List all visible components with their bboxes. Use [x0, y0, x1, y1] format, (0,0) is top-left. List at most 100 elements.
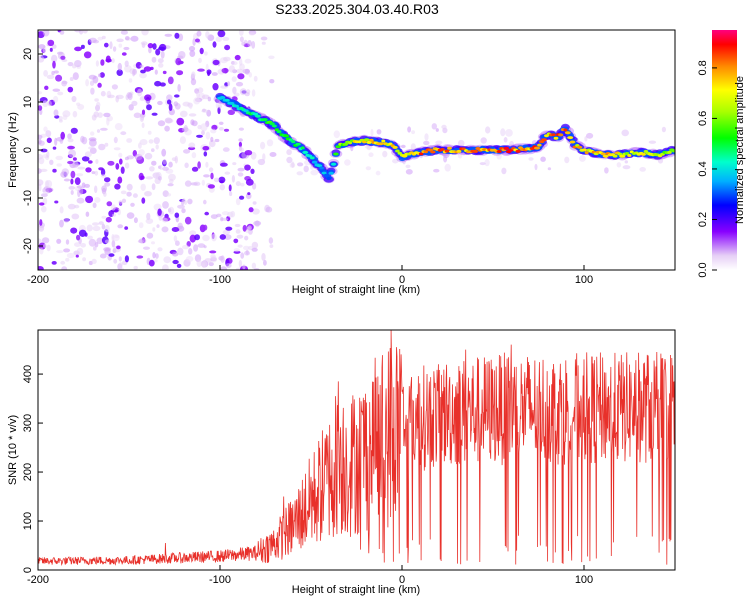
noise-speck: [90, 87, 95, 95]
noise-speck: [423, 140, 430, 146]
noise-speck: [70, 170, 76, 179]
noise-speck: [547, 167, 552, 171]
noise-speck: [67, 133, 72, 140]
ridge-blob: [395, 149, 400, 153]
noise-speck: [441, 124, 447, 130]
noise-speck: [98, 167, 104, 171]
noise-speck: [248, 72, 252, 78]
noise-speck: [198, 57, 202, 64]
ridge-blob: [378, 142, 384, 146]
noise-speck: [116, 69, 123, 76]
noise-speck: [130, 35, 139, 42]
noise-speck: [97, 112, 103, 118]
noise-speck: [148, 46, 152, 54]
noise-speck: [203, 174, 210, 178]
noise-speck: [236, 68, 244, 74]
noise-speck: [84, 151, 92, 158]
noise-speck: [97, 82, 102, 88]
noise-speck: [221, 67, 229, 74]
noise-speck: [76, 234, 81, 241]
snr-frame: [37, 329, 676, 571]
noise-speck: [82, 257, 86, 262]
noise-speck: [238, 141, 242, 148]
noise-speck: [229, 191, 233, 197]
noise-speck: [83, 51, 92, 59]
noise-speck: [67, 62, 74, 67]
noise-speck: [245, 193, 252, 200]
noise-speck: [119, 267, 124, 270]
noise-speck: [184, 216, 192, 225]
noise-speck: [175, 240, 180, 246]
noise-speck: [38, 238, 42, 244]
noise-speck: [104, 142, 109, 147]
noise-speck: [191, 152, 197, 159]
noise-speck: [212, 59, 220, 66]
noise-speck: [105, 216, 112, 223]
noise-speck: [45, 130, 52, 138]
noise-speck: [146, 104, 152, 111]
noise-speck: [199, 47, 204, 55]
x-tick-label: -100: [209, 274, 231, 286]
noise-speck: [224, 171, 231, 175]
noise-speck: [444, 163, 451, 172]
noise-speck: [218, 176, 226, 184]
noise-speck: [150, 66, 154, 71]
noise-speck: [168, 206, 175, 215]
noise-speck: [52, 168, 57, 173]
noise-speck: [46, 151, 50, 158]
noise-speck: [112, 213, 117, 217]
noise-speck: [235, 81, 244, 87]
noise-speck: [177, 222, 183, 230]
noise-speck: [211, 233, 217, 242]
noise-speck: [136, 255, 144, 259]
spectrogram-y-ticks: -20 -10 0 10 20: [22, 48, 43, 254]
noise-speck: [228, 65, 235, 73]
noise-speck: [228, 184, 232, 192]
noise-speck: [157, 247, 163, 252]
noise-speck: [60, 260, 66, 265]
noise-speck: [178, 51, 186, 59]
noise-speck: [162, 159, 167, 165]
noise-speck: [153, 137, 160, 145]
noise-speck: [152, 227, 156, 232]
ridge-blob: [381, 139, 386, 143]
noise-speck: [96, 101, 101, 109]
ridge-blob: [269, 122, 275, 126]
noise-speck: [222, 36, 230, 41]
ridge-blob: [363, 138, 370, 142]
y-tick-label: 0: [22, 147, 34, 153]
noise-speck: [200, 123, 208, 132]
snr-x-label: Height of straight line (km): [292, 584, 420, 596]
noise-speck: [161, 148, 167, 157]
noise-speck: [457, 139, 465, 147]
noise-speck: [237, 172, 244, 177]
noise-speck: [201, 94, 210, 100]
noise-speck: [405, 169, 413, 175]
noise-speck: [184, 162, 189, 169]
noise-speck: [189, 230, 197, 236]
noise-speck: [208, 167, 214, 172]
noise-speck: [534, 163, 538, 171]
noise-speck: [250, 168, 255, 174]
noise-speck: [52, 60, 56, 69]
noise-speck: [60, 55, 66, 60]
ridge-blob: [444, 149, 450, 153]
ridge-blob: [553, 136, 559, 140]
noise-speck: [261, 253, 266, 261]
noise-speck: [211, 72, 218, 76]
noise-speck: [53, 109, 59, 117]
noise-speck: [159, 164, 163, 170]
noise-speck: [239, 58, 243, 66]
noise-speck: [148, 259, 155, 267]
noise-speck: [151, 112, 158, 116]
noise-speck: [103, 191, 107, 197]
noise-speck: [182, 244, 189, 250]
noise-speck: [95, 60, 99, 67]
noise-speck: [85, 79, 89, 87]
noise-speck: [139, 64, 144, 68]
snr-panel: -200 -100 0 100 0 100 200 300 400 Height of str…: [7, 329, 676, 596]
noise-speck: [139, 72, 147, 79]
noise-speck: [188, 248, 193, 255]
noise-speck: [115, 94, 124, 100]
noise-speck: [70, 127, 78, 134]
